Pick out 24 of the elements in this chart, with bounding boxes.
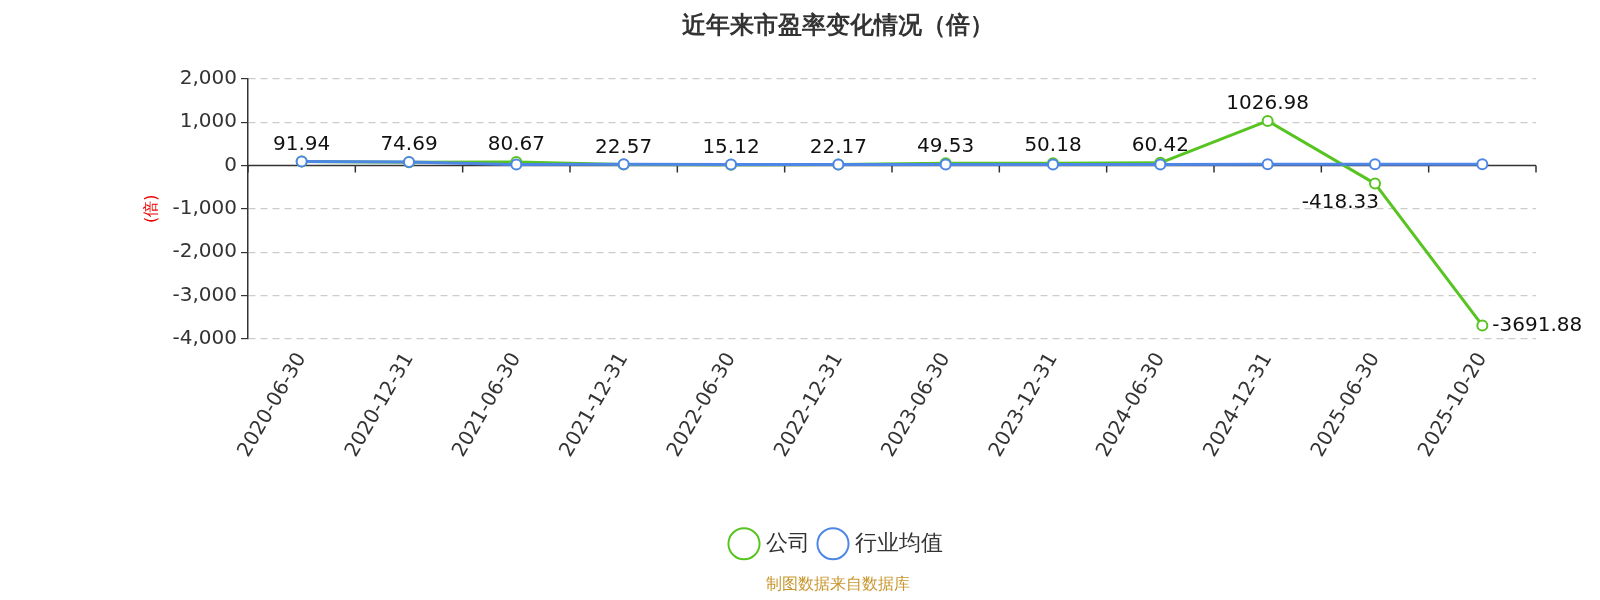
legend-label: 行业均值	[855, 529, 943, 555]
data-label: 80.67	[487, 131, 545, 156]
data-label: 50.18	[1024, 132, 1082, 157]
y-tick-label: -4,000	[172, 325, 237, 349]
data-label: 91.94	[273, 130, 331, 155]
data-label: 15.12	[702, 134, 760, 159]
data-label: 60.42	[1131, 132, 1189, 157]
y-tick-label: 1,000	[179, 108, 237, 133]
y-tick-label: 0	[224, 151, 237, 176]
y-tick-label: 2,000	[179, 65, 237, 89]
data-label: 49.53	[917, 132, 975, 157]
text: 制图数据来自数据库	[766, 573, 910, 593]
y-axis-title: (倍)	[140, 194, 160, 224]
data-label: 22.17	[809, 133, 867, 158]
chart-title: 近年来市盈率变化情况（倍）	[682, 10, 994, 39]
y-tick-label: -1,000	[172, 195, 237, 219]
y-tick-label: -3,000	[172, 281, 237, 306]
data-label: 74.69	[380, 131, 438, 156]
data-label: -3691.88	[1492, 311, 1583, 336]
data-label: 1026.98	[1226, 90, 1310, 115]
data-label: -418.33	[1301, 188, 1379, 213]
y-tick-label: -2,000	[172, 238, 237, 263]
data-label: 22.57	[595, 133, 653, 158]
legend-label: 公司	[766, 529, 810, 555]
